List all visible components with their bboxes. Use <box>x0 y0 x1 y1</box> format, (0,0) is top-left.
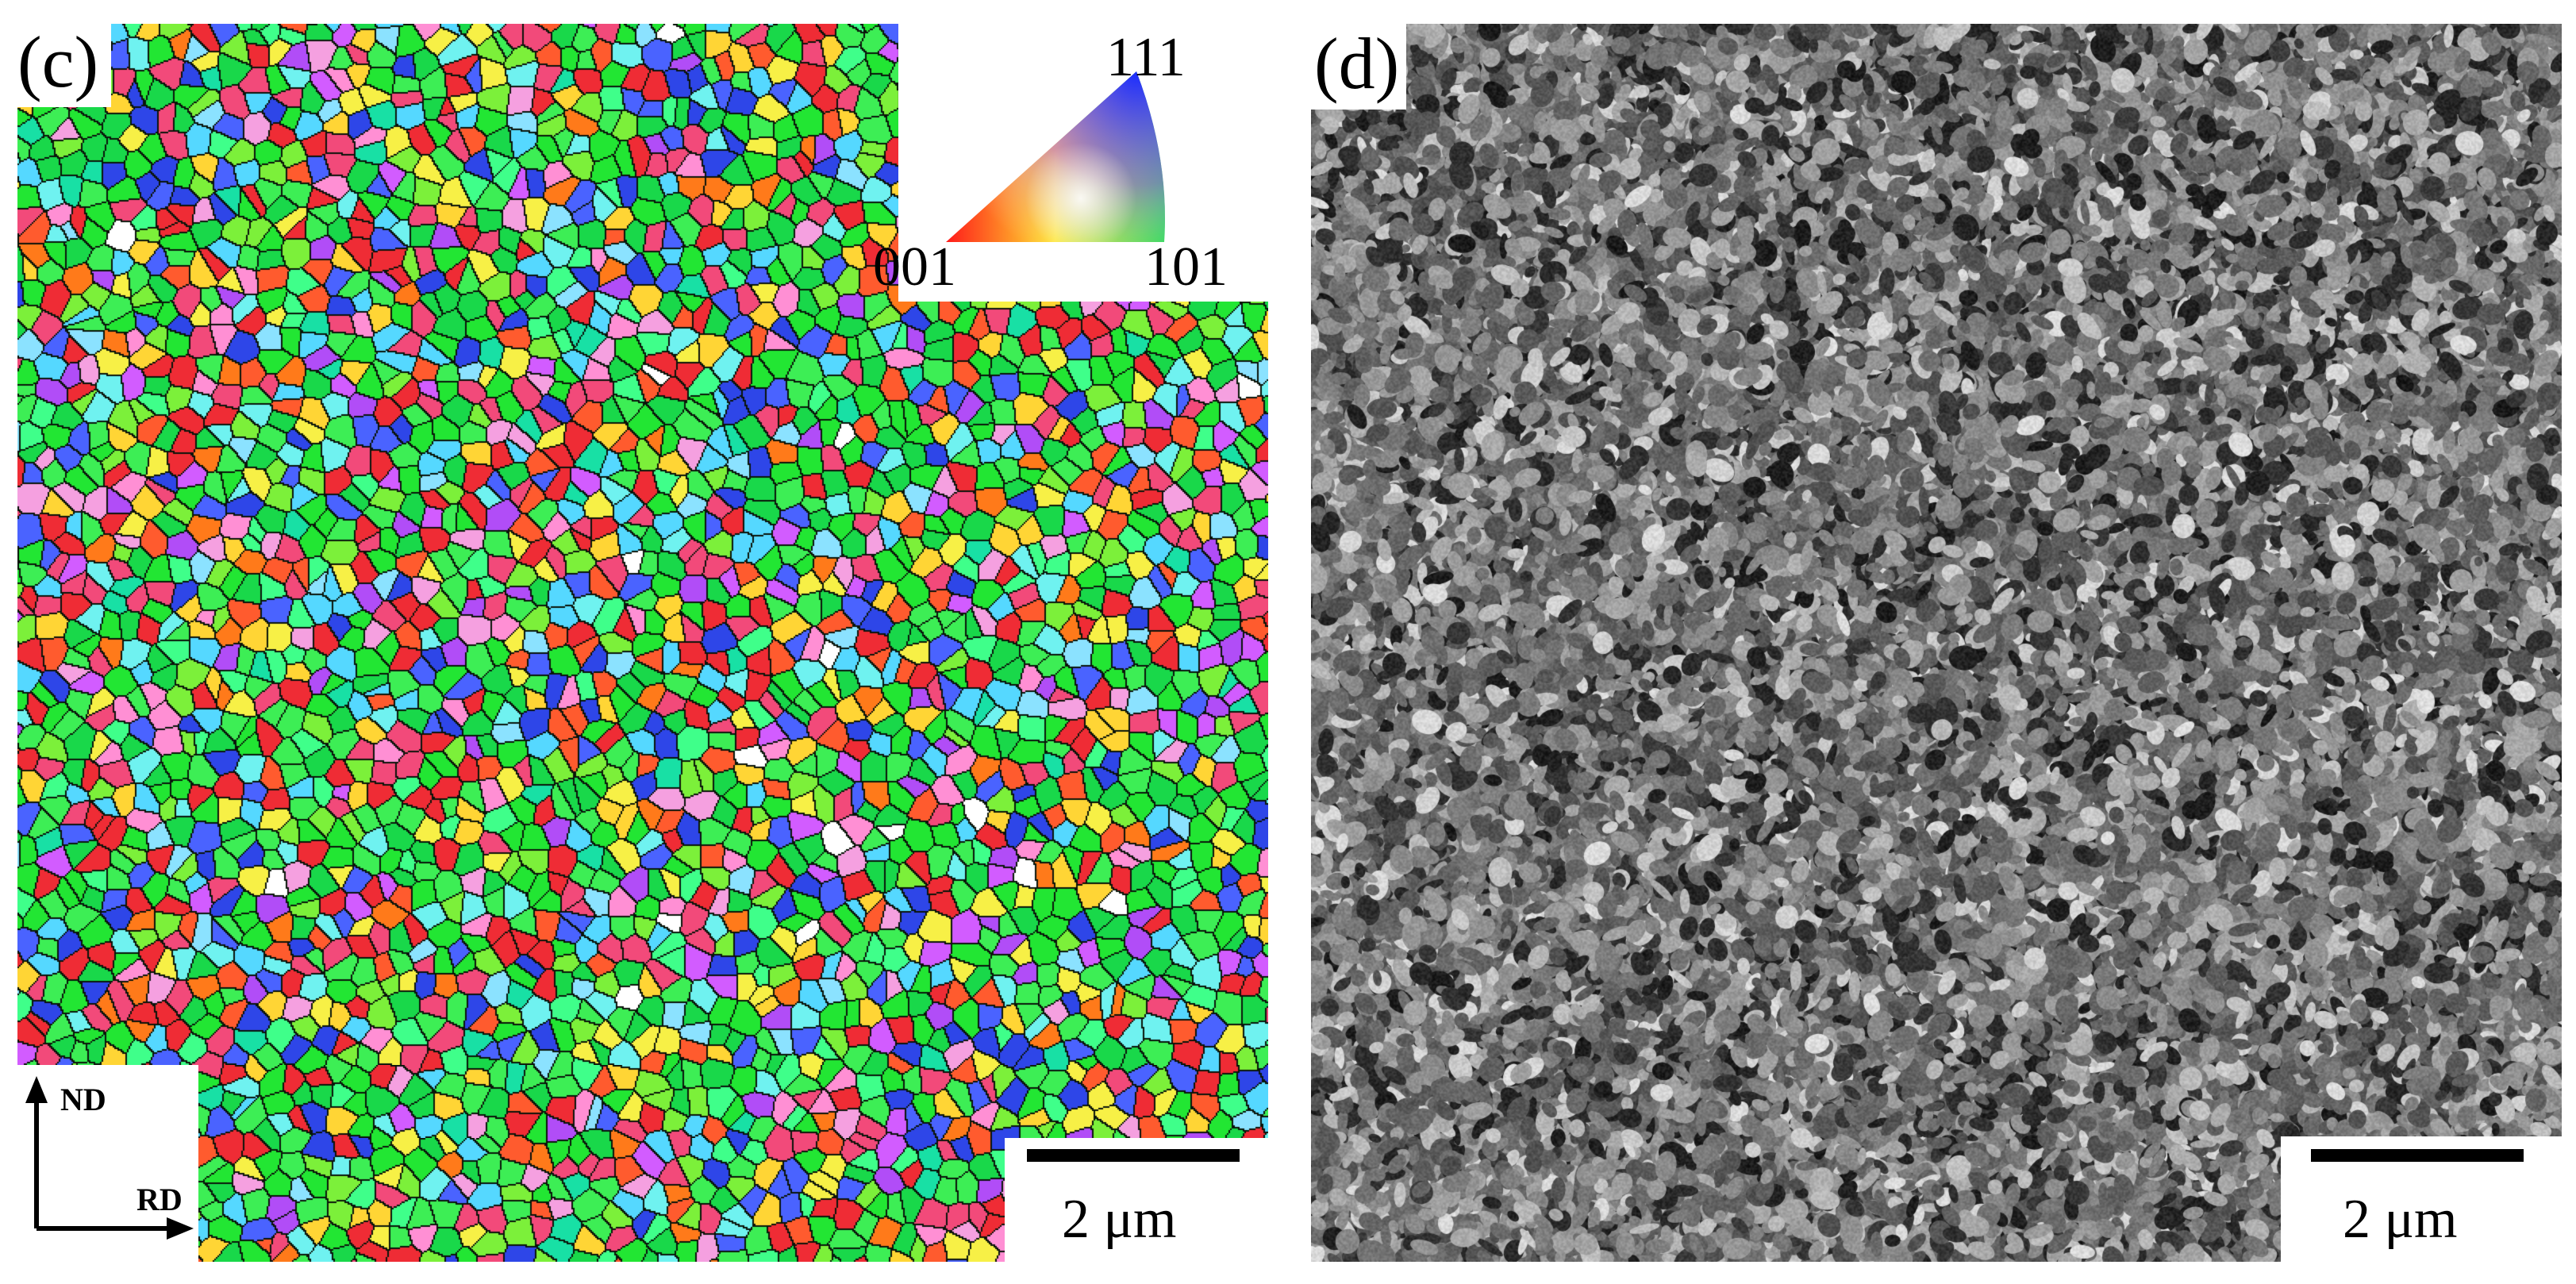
panel-letter-c: (c) <box>17 24 99 102</box>
ipf-label-001: 001 <box>873 236 956 298</box>
axis-label-nd: ND <box>60 1082 106 1117</box>
scale-bar <box>2311 1149 2524 1162</box>
scale-bar-label: 2 μm <box>2343 1189 2458 1250</box>
panel-letter-background <box>17 24 111 107</box>
sem-micrograph-panel: (d) 2 μm <box>1311 24 2562 1262</box>
scale-bar <box>1027 1149 1240 1162</box>
scale-bar-label: 2 μm <box>1062 1189 1177 1250</box>
nd-rd-axes-icon <box>25 1076 194 1240</box>
panel-letter-background <box>1311 24 1406 110</box>
ipf-label-101: 101 <box>1144 236 1228 298</box>
ipf-color-triangle <box>946 71 1165 242</box>
ebsd-ipf-map-panel: (c) 111 001 101 <box>17 24 1268 1262</box>
axis-label-rd: RD <box>136 1182 183 1217</box>
ipf-label-111: 111 <box>1106 27 1186 88</box>
panel-letter-d: (d) <box>1314 24 1400 104</box>
sem-grain-image <box>1311 24 2562 1262</box>
